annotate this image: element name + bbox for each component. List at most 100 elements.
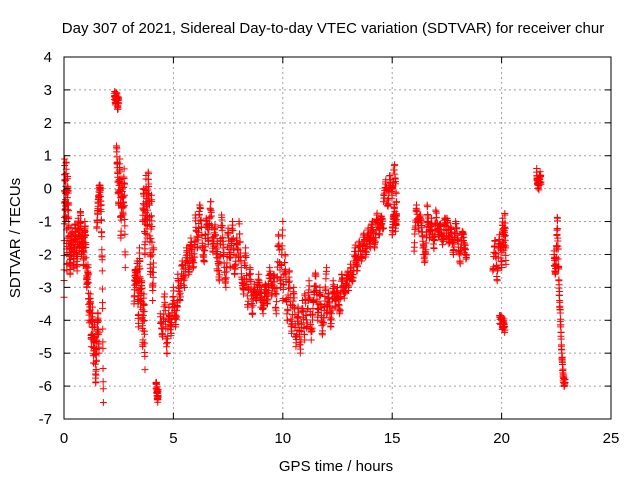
data-point <box>498 237 506 245</box>
data-point <box>218 216 226 224</box>
data-point <box>96 185 104 193</box>
data-point <box>294 314 302 322</box>
data-point <box>192 214 200 222</box>
data-point <box>498 258 506 266</box>
data-point <box>147 251 155 259</box>
data-point <box>249 301 257 309</box>
data-point <box>99 304 107 312</box>
data-point <box>279 294 287 302</box>
data-point <box>81 222 89 230</box>
data-point <box>330 282 338 290</box>
plot-frame <box>63 56 612 420</box>
data-point <box>135 319 143 327</box>
data-point <box>303 319 311 327</box>
data-point <box>93 219 101 227</box>
data-point <box>73 252 81 260</box>
data-point <box>432 208 440 216</box>
data-point <box>140 300 148 308</box>
data-point <box>316 291 324 299</box>
data-point <box>163 343 171 351</box>
data-point <box>92 366 100 374</box>
data-point <box>281 258 289 266</box>
data-point <box>121 230 129 238</box>
data-point <box>147 235 155 243</box>
data-point <box>84 270 92 278</box>
data-point <box>146 213 154 221</box>
data-point <box>278 242 286 250</box>
data-point <box>86 299 94 307</box>
data-point <box>181 284 189 292</box>
data-point <box>84 278 92 286</box>
x-tick-label: 10 <box>274 430 291 447</box>
data-point <box>136 257 144 265</box>
y-tick-label: -3 <box>39 279 52 296</box>
data-point <box>491 236 499 244</box>
data-point <box>149 297 157 305</box>
x-axis-label: GPS time / hours <box>279 458 393 475</box>
data-point <box>176 293 184 301</box>
data-point <box>411 239 419 247</box>
data-point <box>246 270 254 278</box>
data-point <box>138 285 146 293</box>
data-points <box>60 87 569 407</box>
data-point <box>139 336 147 344</box>
data-point <box>144 206 152 214</box>
data-point <box>286 284 294 292</box>
data-point <box>195 210 203 218</box>
data-point <box>216 271 224 279</box>
data-point <box>121 251 129 259</box>
data-point <box>92 378 100 386</box>
data-point <box>63 194 71 202</box>
data-point <box>286 277 294 285</box>
data-point <box>502 260 510 268</box>
data-point <box>148 191 156 199</box>
data-point <box>557 321 565 329</box>
data-point <box>97 216 105 224</box>
data-point <box>418 222 426 230</box>
data-point <box>121 202 129 210</box>
data-point <box>337 293 345 301</box>
y-tick-label: -6 <box>39 378 52 395</box>
data-point <box>205 236 213 244</box>
data-point <box>291 321 299 329</box>
data-point <box>98 233 106 241</box>
data-point <box>116 155 124 163</box>
data-point <box>99 344 107 352</box>
data-point <box>354 263 362 271</box>
data-point <box>392 180 400 188</box>
data-point <box>236 230 244 238</box>
data-point <box>290 283 298 291</box>
data-point <box>279 218 287 226</box>
data-point <box>300 315 308 323</box>
data-point <box>196 204 204 212</box>
data-point <box>145 201 153 209</box>
data-point <box>553 231 561 239</box>
data-point <box>319 327 327 335</box>
data-point <box>249 309 257 317</box>
data-point <box>215 266 223 274</box>
data-point <box>323 264 331 272</box>
data-point <box>163 350 171 358</box>
data-point <box>121 215 129 223</box>
data-point <box>154 391 162 399</box>
data-point <box>148 238 156 246</box>
data-point <box>86 290 94 298</box>
x-tick-label: 15 <box>384 430 401 447</box>
data-point <box>167 326 175 334</box>
data-point <box>498 264 506 272</box>
data-point <box>235 220 243 228</box>
data-point <box>97 202 105 210</box>
data-point <box>220 249 228 257</box>
data-point <box>417 216 425 224</box>
data-point <box>285 267 293 275</box>
data-point <box>149 279 157 287</box>
data-point <box>433 209 441 217</box>
data-point <box>256 282 264 290</box>
data-point <box>116 168 124 176</box>
data-point <box>314 316 322 324</box>
data-point <box>141 230 149 238</box>
data-point <box>120 193 128 201</box>
y-tick-label: -1 <box>39 214 52 231</box>
data-point <box>226 264 234 272</box>
data-point <box>299 307 307 315</box>
